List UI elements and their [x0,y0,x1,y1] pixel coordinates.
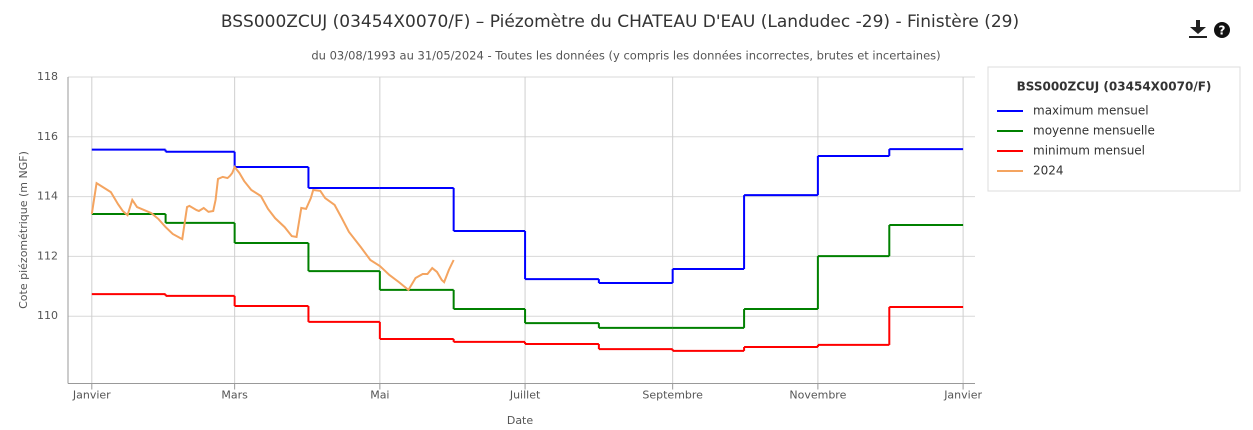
legend-label: 2024 [1033,164,1064,178]
x-axis-label: Date [507,414,534,427]
y-axis-label: Cote piézométrique (m NGF) [17,151,30,309]
download-icon[interactable] [1189,20,1207,38]
help-glyph[interactable]: ? [1219,24,1226,38]
legend-title: BSS000ZCUJ (03454X0070/F) [1017,80,1212,94]
legend-label: moyenne mensuelle [1033,124,1155,138]
y-tick-label: 112 [37,249,58,262]
y-tick-label: 114 [37,190,58,203]
x-tick-label: Janvier [72,389,111,402]
x-tick-label: Mars [221,389,248,402]
series-line [90,165,455,292]
chart-subtitle: du 03/08/1993 au 31/05/2024 - Toutes les… [311,49,940,63]
legend-label: maximum mensuel [1033,104,1149,118]
legend-box [987,66,1241,192]
download-glyph[interactable] [1189,20,1207,38]
chart-title: BSS000ZCUJ (03454X0070/F) – Piézomètre d… [221,12,1019,32]
y-tick-label: 110 [37,309,58,322]
x-tick-label: Novembre [789,389,846,402]
x-tick-label: Janvier [943,389,982,402]
x-tick-label: Mai [370,389,389,402]
y-tick-label: 118 [37,70,58,83]
legend-label: minimum mensuel [1033,144,1145,158]
y-tick-label: 116 [37,130,58,143]
x-tick-label: Septembre [642,389,703,402]
x-tick-label: Juillet [509,389,541,402]
help-icon[interactable]: ? [1214,22,1230,38]
help-circle[interactable] [1214,22,1230,38]
